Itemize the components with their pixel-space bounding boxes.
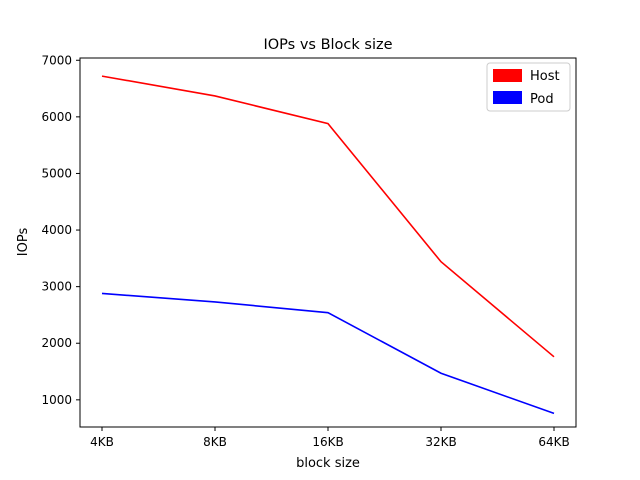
y-tick-label: 1000 xyxy=(41,393,72,407)
legend: Host Pod xyxy=(486,62,571,112)
x-tick-label: 16KB xyxy=(312,435,343,449)
chart-title: IOPs vs Block size xyxy=(263,37,392,53)
series-line-host xyxy=(101,75,555,358)
x-tick-label: 4KB xyxy=(90,435,114,449)
y-tick-label: 5000 xyxy=(41,166,72,180)
legend-swatch-pod xyxy=(493,91,522,104)
y-axis-label: IOPs xyxy=(16,228,31,257)
y-tick-label: 2000 xyxy=(41,336,72,350)
x-tick-label: 32KB xyxy=(425,435,456,449)
y-tick-label: 7000 xyxy=(41,53,72,67)
x-tick-label: 8KB xyxy=(203,435,227,449)
x-axis-label: block size xyxy=(296,456,360,471)
y-tick-label: 3000 xyxy=(41,280,72,294)
series-line-pod xyxy=(101,292,555,415)
legend-swatch-host xyxy=(493,69,522,82)
series-layer xyxy=(101,75,555,415)
y-tick-label: 4000 xyxy=(41,223,72,237)
legend-label-host: Host xyxy=(530,69,560,84)
legend-label-pod: Pod xyxy=(530,92,554,107)
y-axis-ticks: 1000 2000 3000 4000 5000 6000 7000 xyxy=(41,53,80,407)
x-tick-label: 64KB xyxy=(538,435,569,449)
plot-frame xyxy=(79,57,577,428)
x-axis-ticks: 4KB 8KB 16KB 32KB 64KB xyxy=(90,427,570,449)
y-tick-label: 6000 xyxy=(41,110,72,124)
